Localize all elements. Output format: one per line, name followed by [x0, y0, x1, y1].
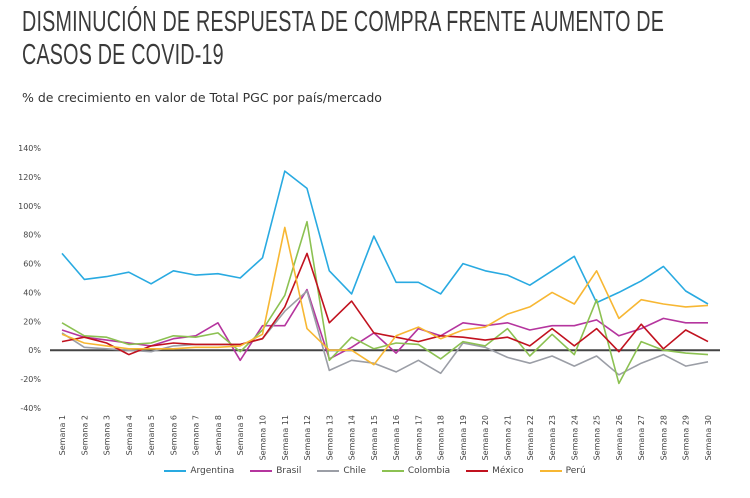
x-tick-label: Semana 5 [147, 415, 156, 455]
legend-label: Brasil [276, 466, 302, 476]
x-tick-label: Semana 27 [637, 415, 646, 460]
x-tick-label: Semana 10 [258, 415, 267, 460]
series-line-chile [61, 290, 709, 376]
x-tick-label: Semana 21 [504, 415, 513, 460]
x-tick-label: Semana 1 [58, 415, 67, 455]
x-tick-label: Semana 12 [303, 415, 312, 460]
x-tick-label: Semana 14 [348, 415, 357, 460]
legend-item: Brasil [250, 466, 301, 476]
y-tick-label: 60% [23, 260, 41, 269]
y-tick-label: 40% [23, 288, 41, 297]
legend-label: Chile [343, 466, 366, 476]
x-tick-label: Semana 6 [169, 415, 178, 455]
x-tick-label: Semana 15 [370, 415, 379, 460]
x-tick-label: Semana 23 [548, 415, 557, 460]
x-tick-label: Semana 13 [325, 415, 334, 460]
y-tick-label: 100% [18, 202, 41, 211]
y-tick-label: 80% [23, 231, 41, 240]
x-tick-label: Semana 25 [593, 415, 602, 460]
legend-label: México [492, 466, 524, 476]
x-tick-label: Semana 30 [704, 415, 713, 460]
legend-label: Perú [565, 466, 586, 476]
legend-swatch [539, 470, 562, 472]
x-tick-label: Semana 29 [682, 415, 691, 460]
x-tick-label: Semana 9 [236, 415, 245, 455]
x-tick-label: Semana 20 [481, 415, 490, 460]
x-tick-label: Semana 8 [214, 415, 223, 455]
legend-item: Chile [317, 466, 366, 476]
y-tick-label: 0% [28, 346, 41, 355]
x-tick-label: Semana 26 [615, 415, 624, 460]
legend-label: Colombia [407, 466, 451, 476]
x-tick-label: Semana 24 [570, 415, 579, 460]
x-tick-label: Semana 11 [281, 415, 290, 460]
y-tick-label: -40% [20, 404, 41, 413]
legend-item: México [466, 466, 524, 476]
legend-swatch [317, 470, 340, 472]
chart-title: DISMINUCIÓN DE RESPUESTA DE COMPRA FRENT… [22, 6, 665, 71]
legend-item: Perú [539, 466, 586, 476]
x-tick-label: Semana 7 [192, 415, 201, 455]
y-tick-label: -20% [20, 375, 41, 384]
x-tick-label: Semana 22 [526, 415, 535, 460]
legend-swatch [164, 470, 187, 472]
y-tick-label: 120% [18, 173, 41, 182]
x-tick-label: Semana 28 [659, 415, 668, 460]
y-tick-label: 20% [23, 317, 41, 326]
x-tick-label: Semana 17 [414, 415, 423, 460]
series-line-argentina [61, 170, 709, 305]
chart-subtitle: % de crecimiento en valor de Total PGC p… [22, 90, 382, 105]
x-tick-label: Semana 3 [103, 415, 112, 455]
legend-swatch [381, 470, 404, 472]
x-tick-label: Semana 19 [459, 415, 468, 460]
legend-label: Argentina [190, 466, 235, 476]
line-chart: -40% -20% 0% 20% 40% 60% 80% 100% 120% 140% Semana… [18, 144, 720, 460]
x-tick-label: Semana 16 [392, 415, 401, 460]
series-line-méxico [61, 252, 709, 356]
x-tick-label: Semana 18 [437, 415, 446, 460]
legend-swatch [466, 470, 489, 472]
series-line-brasil [61, 288, 708, 362]
y-tick-label: 140% [18, 144, 41, 153]
legend: Argentina Brasil Chile Colombia México Perú [0, 466, 750, 476]
legend-item: Colombia [381, 466, 451, 476]
series-line-perú [61, 226, 709, 366]
x-tick-label: Semana 4 [125, 415, 134, 455]
x-tick-label: Semana 2 [80, 415, 89, 455]
legend-swatch [250, 470, 273, 472]
legend-item: Argentina [164, 466, 234, 476]
series-line-colombia [61, 220, 709, 385]
